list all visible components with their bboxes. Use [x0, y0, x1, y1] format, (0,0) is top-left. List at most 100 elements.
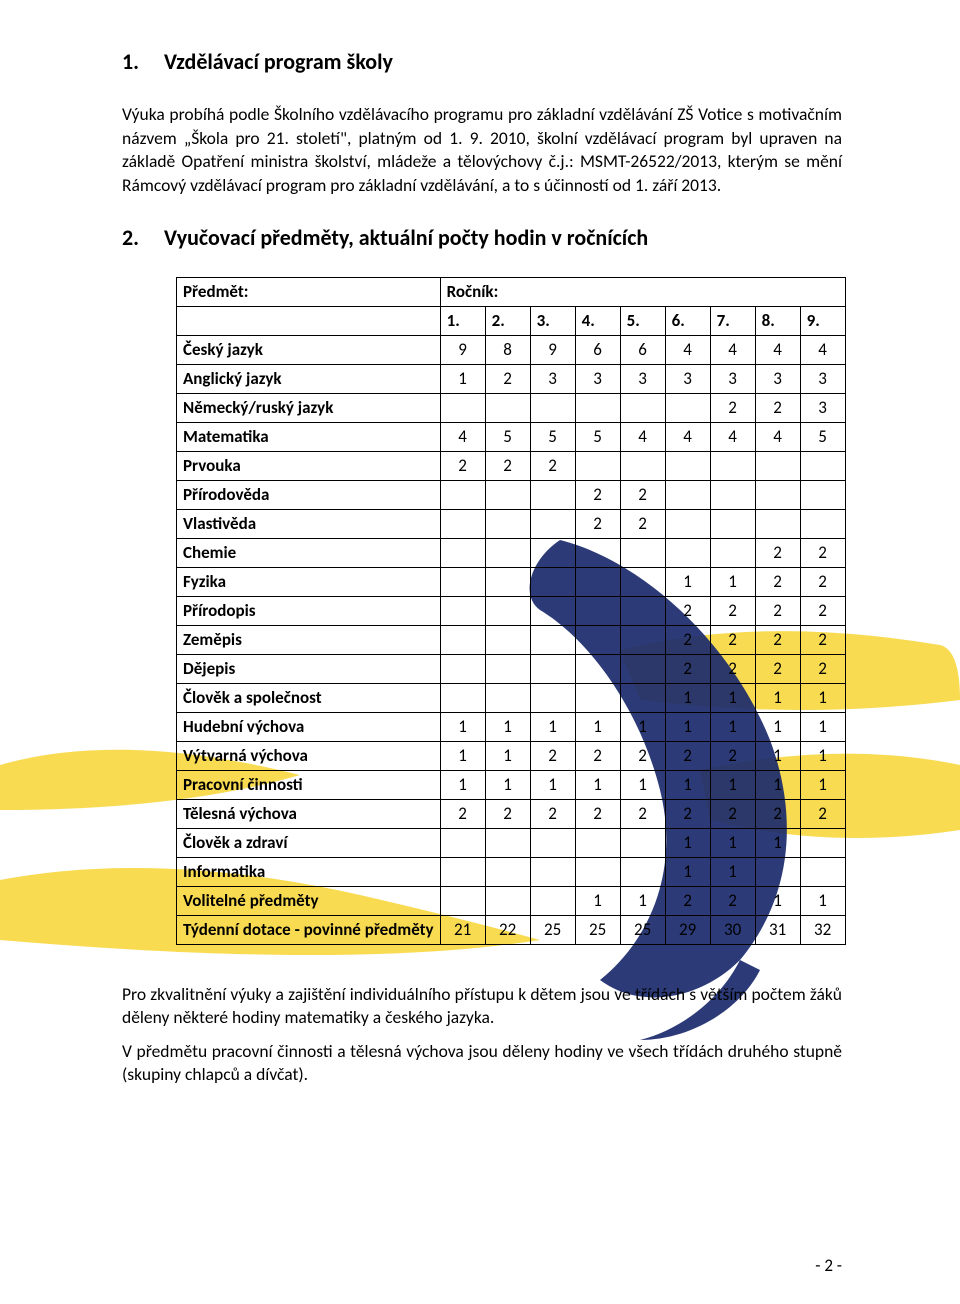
hours-cell: 1 [755, 741, 800, 770]
hours-cell [440, 480, 485, 509]
hours-cell: 1 [800, 712, 845, 741]
hours-cell: 1 [665, 770, 710, 799]
page-number: - 2 - [815, 1255, 842, 1276]
subject-name: Pracovní činnosti [177, 770, 441, 799]
hours-cell: 1 [575, 712, 620, 741]
header-grade: Ročník: [440, 277, 845, 306]
document-page: 1.Vzdělávací program školy Výuka probíhá… [0, 0, 960, 1304]
table-row: Člověk a zdraví111 [177, 828, 846, 857]
hours-cell: 25 [575, 915, 620, 944]
hours-cell: 2 [755, 625, 800, 654]
hours-cell [530, 509, 575, 538]
hours-cell: 2 [485, 364, 530, 393]
hours-cell: 4 [440, 422, 485, 451]
hours-cell: 9 [530, 335, 575, 364]
hours-cell: 4 [710, 335, 755, 364]
hours-cell: 3 [575, 364, 620, 393]
table-row: Přírodopis2222 [177, 596, 846, 625]
hours-cell: 2 [440, 451, 485, 480]
hours-cell [665, 509, 710, 538]
curriculum-table: Předmět: Ročník: 1. 2. 3. 4. 5. 6. 7. 8.… [176, 277, 846, 945]
subject-name: Vlastivěda [177, 509, 441, 538]
hours-cell [575, 538, 620, 567]
hours-cell [485, 625, 530, 654]
hours-cell: 5 [530, 422, 575, 451]
hours-cell: 4 [755, 422, 800, 451]
table-row: Matematika455544445 [177, 422, 846, 451]
hours-cell: 1 [800, 741, 845, 770]
table-row: Předmět: Ročník: [177, 277, 846, 306]
hours-cell [620, 828, 665, 857]
hours-cell: 2 [530, 741, 575, 770]
hours-cell: 2 [800, 596, 845, 625]
hours-cell: 1 [755, 770, 800, 799]
hours-cell [665, 393, 710, 422]
hours-cell: 1 [665, 683, 710, 712]
hours-cell: 2 [620, 741, 665, 770]
hours-cell: 2 [575, 799, 620, 828]
subject-name: Informatika [177, 857, 441, 886]
hours-cell: 4 [665, 335, 710, 364]
hours-cell: 2 [575, 509, 620, 538]
hours-cell [665, 451, 710, 480]
table-row: Hudební výchova111111111 [177, 712, 846, 741]
table-row: Výtvarná výchova112222211 [177, 741, 846, 770]
hours-cell [485, 886, 530, 915]
hours-cell [755, 509, 800, 538]
paragraph-3: Pro zkvalitnění výuky a zajištění indivi… [122, 983, 842, 1030]
hours-cell [440, 886, 485, 915]
hours-cell: 31 [755, 915, 800, 944]
hours-cell: 2 [620, 509, 665, 538]
subject-name: Německý/ruský jazyk [177, 393, 441, 422]
hours-cell: 2 [800, 799, 845, 828]
hours-cell: 1 [710, 770, 755, 799]
hours-cell: 1 [485, 712, 530, 741]
hours-cell [800, 509, 845, 538]
subject-name: Anglický jazyk [177, 364, 441, 393]
table-row: Pracovní činnosti111111111 [177, 770, 846, 799]
hours-cell: 29 [665, 915, 710, 944]
hours-cell [575, 451, 620, 480]
hours-cell [485, 596, 530, 625]
hours-cell [575, 596, 620, 625]
hours-cell [665, 538, 710, 567]
hours-cell: 1 [440, 770, 485, 799]
hours-cell: 5 [800, 422, 845, 451]
hours-cell [485, 654, 530, 683]
grade-label: 3. [530, 306, 575, 335]
subject-name: Týdenní dotace - povinné předměty [177, 915, 441, 944]
hours-cell [485, 857, 530, 886]
hours-cell [440, 596, 485, 625]
hours-cell: 2 [665, 741, 710, 770]
hours-cell: 22 [485, 915, 530, 944]
grade-label: 8. [755, 306, 800, 335]
subject-name: Matematika [177, 422, 441, 451]
hours-cell [485, 509, 530, 538]
hours-cell: 2 [710, 741, 755, 770]
hours-cell [530, 393, 575, 422]
hours-cell [620, 393, 665, 422]
hours-cell [575, 393, 620, 422]
hours-cell: 1 [665, 567, 710, 596]
grade-label: 6. [665, 306, 710, 335]
hours-cell [710, 509, 755, 538]
hours-cell [620, 654, 665, 683]
section-2-heading: 2.Vyučovací předměty, aktuální počty hod… [122, 224, 842, 251]
hours-cell [530, 654, 575, 683]
hours-cell: 1 [800, 770, 845, 799]
table-row: Anglický jazyk123333333 [177, 364, 846, 393]
section-2-title: Vyučovací předměty, aktuální počty hodin… [164, 224, 648, 251]
subject-name: Fyzika [177, 567, 441, 596]
hours-cell: 1 [620, 886, 665, 915]
page-content: 1.Vzdělávací program školy Výuka probíhá… [122, 48, 842, 1087]
hours-cell: 3 [710, 364, 755, 393]
header-subject: Předmět: [177, 277, 441, 306]
hours-cell: 2 [710, 886, 755, 915]
hours-cell: 2 [665, 596, 710, 625]
subject-name: Prvouka [177, 451, 441, 480]
hours-cell: 1 [755, 828, 800, 857]
hours-cell: 2 [530, 451, 575, 480]
hours-cell: 9 [440, 335, 485, 364]
hours-cell: 21 [440, 915, 485, 944]
hours-cell [440, 625, 485, 654]
